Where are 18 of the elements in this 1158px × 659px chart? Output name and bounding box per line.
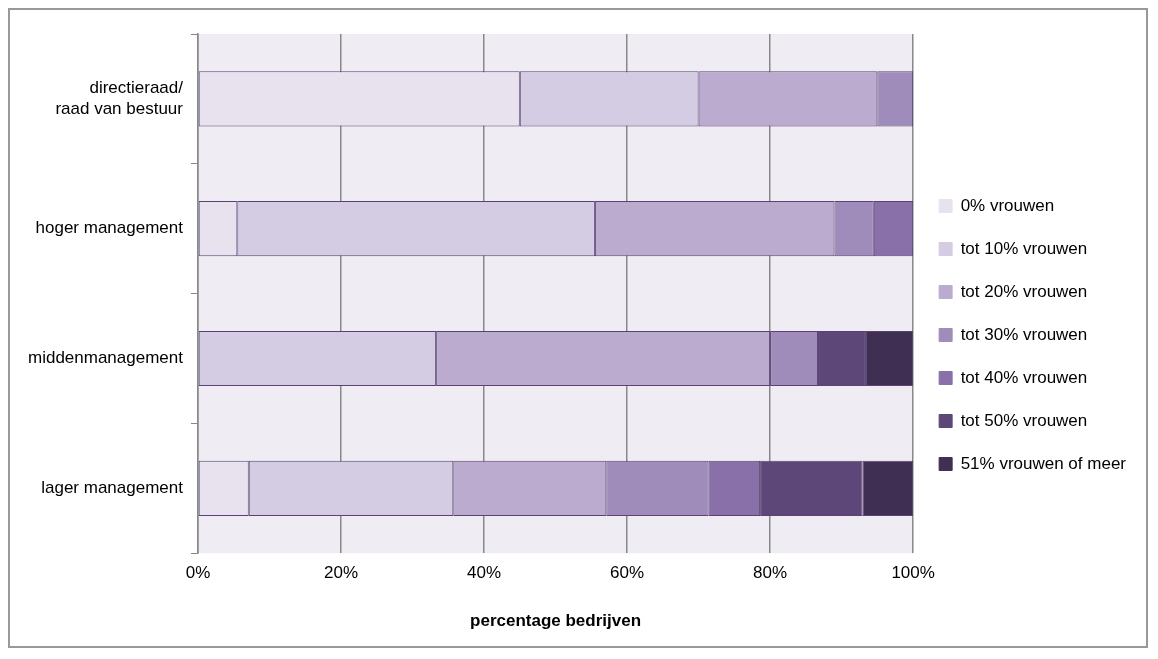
x-axis-title: percentage bedrijven bbox=[470, 611, 642, 631]
y-tick-label: directieraad/ raad van bestuur bbox=[55, 78, 184, 118]
y-tick-label: hoger management bbox=[35, 218, 184, 238]
y-tick-label: lager management bbox=[41, 477, 184, 497]
y-tick-label: middenmanagement bbox=[28, 348, 184, 368]
x-tick-label: 100% bbox=[891, 563, 935, 583]
x-tick-label: 80% bbox=[753, 563, 788, 583]
legend-label: tot 10% vrouwen bbox=[960, 238, 1088, 258]
legend-label: tot 50% vrouwen bbox=[960, 410, 1088, 430]
x-tick-label: 0% bbox=[185, 563, 211, 583]
legend-label: tot 40% vrouwen bbox=[960, 367, 1088, 387]
x-tick-label: 60% bbox=[610, 563, 645, 583]
x-tick-label: 20% bbox=[324, 563, 359, 583]
legend-label: tot 20% vrouwen bbox=[960, 281, 1088, 301]
legend-label: 0% vrouwen bbox=[960, 195, 1055, 215]
legend-label: tot 30% vrouwen bbox=[960, 324, 1088, 344]
x-tick-label: 40% bbox=[467, 563, 502, 583]
legend-label: 51% vrouwen of meer bbox=[960, 453, 1127, 473]
